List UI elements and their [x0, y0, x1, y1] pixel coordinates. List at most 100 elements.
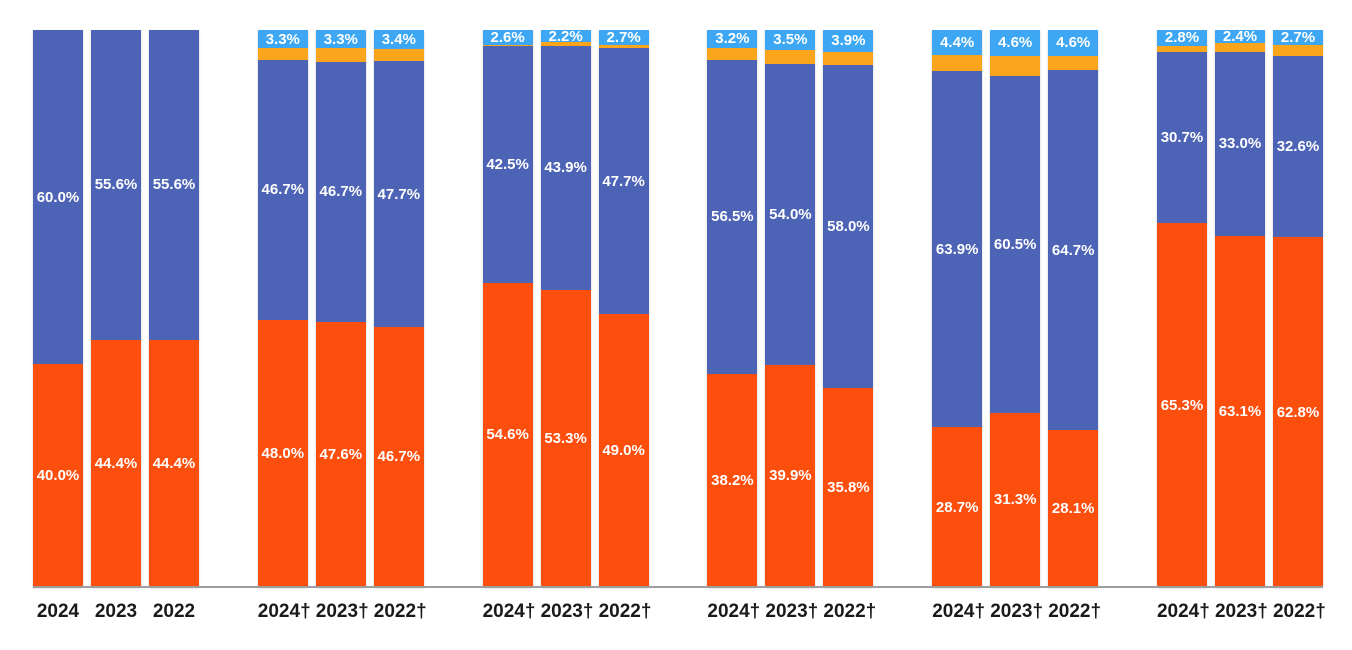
bar-group: 40.0% 60.0% 44.4% 55.6% 44.4% 55.6% [33, 30, 199, 587]
bar-segment-amber [823, 51, 874, 65]
bar-segment-blue: 46.7% [257, 59, 308, 320]
segment-value-label: 2.7% [1280, 29, 1316, 47]
stacked-bar: 65.3% 30.7% 2.8% [1156, 30, 1207, 587]
stacked-bar: 48.0% 46.7% 3.3% [257, 30, 308, 587]
bar-segment-blue: 58.0% [823, 64, 874, 388]
bar-group: 28.7% 63.9% 4.4% 31.3% 60.5% 4.6% 28.1% 64.7% 4.… [932, 30, 1099, 587]
segment-value-label: 47.6% [319, 445, 363, 463]
segment-value-label: 63.1% [1218, 402, 1262, 420]
bar-segment-orange: 65.3% [1156, 223, 1207, 587]
bar-segment-light-blue: 2.2% [540, 27, 591, 45]
segment-value-label: 58.0% [827, 217, 870, 235]
segment-value-label: 44.4% [94, 454, 138, 472]
bar-segment-amber [598, 45, 649, 49]
segment-value-label: 2.6% [490, 28, 525, 46]
bar-segment-light-blue: 2.8% [1156, 30, 1207, 46]
segment-value-label: 63.9% [935, 240, 979, 258]
bar-segment-blue: 60.5% [990, 75, 1041, 413]
bar-segment-light-blue: 3.9% [823, 30, 874, 52]
bar-segment-amber [1272, 45, 1323, 56]
segment-value-label: 53.3% [544, 430, 587, 448]
x-axis-labels: 2024 2023 2022 2024† 2023† 2022† 2024† 2023† 202… [33, 601, 1326, 623]
segment-value-label: 48.0% [261, 444, 305, 462]
bar-segment-orange: 44.4% [149, 339, 199, 587]
bar-segment-orange: 48.0% [257, 319, 308, 587]
bar-segment-amber [373, 48, 424, 62]
bar-segment-blue: 63.9% [932, 71, 983, 428]
bar-segment-light-blue: 3.3% [315, 30, 366, 49]
segment-value-label: 60.0% [36, 188, 80, 206]
segment-value-label: 43.9% [544, 159, 587, 177]
x-axis-tick-label: 2024† [707, 601, 761, 622]
bar-segment-blue: 64.7% [1048, 70, 1099, 431]
x-axis-tick-label: 2022† [598, 601, 652, 622]
segment-value-label: 32.6% [1276, 137, 1320, 155]
segment-value-label: 2.4% [1222, 28, 1258, 46]
segment-value-label: 55.6% [94, 176, 138, 194]
x-axis-tick-label: 2023† [990, 601, 1044, 622]
x-axis-tick-label: 2022† [823, 601, 877, 622]
bar-segment-amber [482, 44, 533, 47]
bar-segment-orange: 46.7% [373, 326, 424, 587]
bar-segment-amber [315, 48, 366, 62]
bar-segment-blue: 43.9% [540, 45, 591, 291]
bar-segment-orange: 28.7% [932, 427, 983, 587]
stacked-bar: 54.6% 42.5% 2.6% [482, 28, 533, 587]
x-axis-label-group: 2024† 2023† 2022† [1157, 601, 1326, 623]
x-axis-tick-label: 2023 [94, 601, 138, 622]
stacked-bar: 38.2% 56.5% 3.2% [707, 30, 758, 587]
segment-value-label: 3.3% [323, 30, 358, 48]
segment-value-label: 39.9% [769, 467, 812, 485]
segment-value-label: 40.0% [36, 467, 80, 485]
segment-value-label: 3.4% [381, 30, 416, 48]
segment-value-label: 4.6% [998, 34, 1033, 52]
segment-value-label: 31.3% [993, 491, 1037, 509]
segment-value-label: 3.3% [265, 30, 300, 48]
bar-segment-blue: 32.6% [1272, 55, 1323, 238]
bar-segment-amber [540, 42, 591, 46]
bar-segment-orange: 62.8% [1272, 237, 1323, 587]
bar-segment-orange: 28.1% [1048, 430, 1099, 587]
bar-group: 65.3% 30.7% 2.8% 63.1% 33.0% 2.4% 62.8% 32.6% 2.… [1156, 28, 1323, 587]
segment-value-label: 33.0% [1218, 135, 1262, 153]
segment-value-label: 4.4% [940, 33, 975, 51]
bar-segment-blue: 47.7% [373, 61, 424, 327]
x-axis-tick-label: 2022 [152, 601, 196, 622]
plot-area: 40.0% 60.0% 44.4% 55.6% 44.4% 55.6% 48.0% 46.7%… [33, 27, 1323, 587]
bar-segment-light-blue: 4.6% [990, 30, 1041, 56]
bar-segment-amber [932, 54, 983, 72]
bar-segment-orange: 54.6% [482, 282, 533, 587]
bar-segment-blue: 46.7% [315, 61, 366, 322]
x-axis-tick-label: 2024† [257, 601, 311, 622]
x-axis-tick-label: 2024 [36, 601, 80, 622]
x-axis-tick-label: 2022† [1048, 601, 1102, 622]
segment-value-label: 2.2% [548, 27, 583, 45]
x-axis-tick-label: 2023† [540, 601, 594, 622]
bar-segment-light-blue: 2.4% [1214, 28, 1265, 46]
stacked-bar: 31.3% 60.5% 4.6% [990, 30, 1041, 587]
x-axis-tick-label: 2024† [482, 601, 536, 622]
segment-value-label: 56.5% [711, 208, 754, 226]
stacked-bar: 28.1% 64.7% 4.6% [1048, 30, 1099, 587]
segment-value-label: 64.7% [1051, 241, 1095, 259]
bar-segment-amber [1156, 45, 1207, 53]
bar-group: 48.0% 46.7% 3.3% 47.6% 46.7% 3.3% 46.7% 47.7% 3.… [257, 30, 424, 587]
stacked-bar: 40.0% 60.0% [33, 30, 83, 587]
segment-value-label: 44.4% [152, 454, 196, 472]
segment-value-label: 28.7% [935, 498, 979, 516]
bar-segment-blue: 60.0% [33, 30, 83, 365]
segment-value-label: 46.7% [319, 183, 363, 201]
x-axis-tick-label: 2024† [932, 601, 986, 622]
bar-segment-blue: 42.5% [482, 46, 533, 283]
bar-segment-orange: 47.6% [315, 321, 366, 587]
stacked-bar: 46.7% 47.7% 3.4% [373, 30, 424, 587]
segment-value-label: 47.7% [377, 185, 421, 203]
x-axis-label-group: 2024† 2023† 2022† [707, 601, 877, 623]
bar-segment-blue: 47.7% [598, 48, 649, 315]
segment-value-label: 28.1% [1051, 500, 1095, 518]
bar-segment-orange: 40.0% [33, 364, 83, 587]
bar-segment-light-blue: 2.7% [598, 30, 649, 46]
bar-segment-orange: 49.0% [598, 314, 649, 587]
segment-value-label: 47.7% [602, 172, 645, 190]
bar-segment-amber [257, 48, 308, 60]
